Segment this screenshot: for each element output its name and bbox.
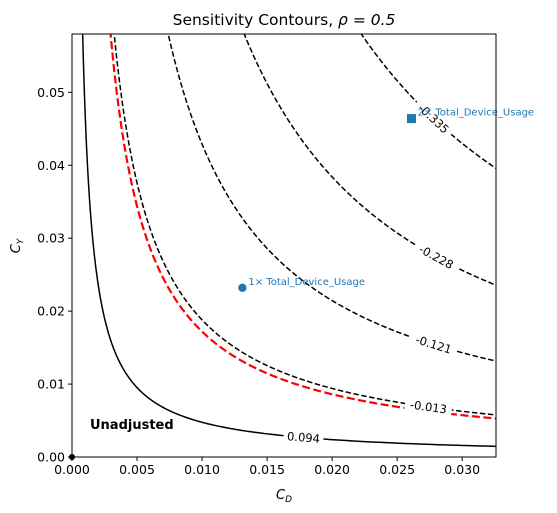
benchmark-points: 1× Total_Device_Usage 2× Total_Device_Usa…	[69, 108, 534, 460]
y-tick-label: 0.02	[37, 304, 65, 319]
benchmark-marker-circle	[238, 283, 247, 292]
benchmark-marker-square	[406, 114, 416, 124]
contour-label-group-2: -0.121	[409, 330, 459, 358]
x-tick-label: 0.015	[249, 462, 285, 477]
contour-line-4	[360, 34, 496, 170]
contour-label-bg	[409, 330, 459, 358]
y-tick-label: 0.05	[37, 85, 65, 100]
contour-line-1	[113, 34, 496, 416]
chart-title: Sensitivity Contours, ρ = 0.5	[173, 11, 396, 29]
y-tick-label: 0.00	[37, 450, 65, 465]
x-axis-label: CD	[276, 488, 292, 505]
threshold-curve	[109, 34, 496, 420]
x-tick-label: 0.025	[379, 462, 415, 477]
contour-label-group-0: 0.094	[283, 428, 325, 446]
contour-label-bg	[404, 396, 453, 417]
contour-label-group-3: -0.228	[412, 239, 461, 274]
y-tick-label: 0.03	[37, 231, 65, 246]
contour-label-group-1: -0.013	[404, 396, 453, 417]
x-tick-label: 0.005	[119, 462, 155, 477]
contour-label-1: -0.013	[409, 397, 448, 416]
x-tick-label: 0.020	[314, 462, 350, 477]
contour-label-bg	[412, 97, 456, 140]
plot-frame	[71, 33, 497, 458]
contour-labels: 0.094-0.013-0.121-0.228-0.335	[283, 97, 461, 446]
contour-label-3: -0.228	[417, 242, 456, 272]
contour-label-2: -0.121	[414, 332, 454, 356]
contour-curves	[81, 34, 496, 448]
contour-label-0: 0.094	[287, 429, 321, 446]
contour-label-bg	[283, 428, 325, 446]
contour-line-0	[81, 34, 496, 448]
y-tick-label: 0.01	[37, 377, 65, 392]
benchmark-label-1: 2× Total_Device_Usage	[417, 108, 534, 119]
y-axis-ticks: 0.00 0.01 0.02 0.03 0.04 0.05	[37, 85, 72, 465]
x-tick-label: 0.030	[444, 462, 480, 477]
contour-line-3	[243, 34, 496, 286]
x-axis-ticks: 0.000 0.005 0.010 0.015 0.020 0.025 0.030	[54, 457, 480, 477]
contour-label-bg	[412, 239, 461, 274]
contour-line-2	[167, 34, 496, 362]
y-axis-label: CY	[9, 237, 26, 253]
x-tick-label: 0.010	[184, 462, 220, 477]
x-tick-label: 0.000	[54, 462, 90, 477]
unadjusted-label: Unadjusted	[90, 418, 174, 433]
benchmark-label-0: 1× Total_Device_Usage	[248, 277, 365, 288]
y-tick-label: 0.04	[37, 158, 65, 173]
